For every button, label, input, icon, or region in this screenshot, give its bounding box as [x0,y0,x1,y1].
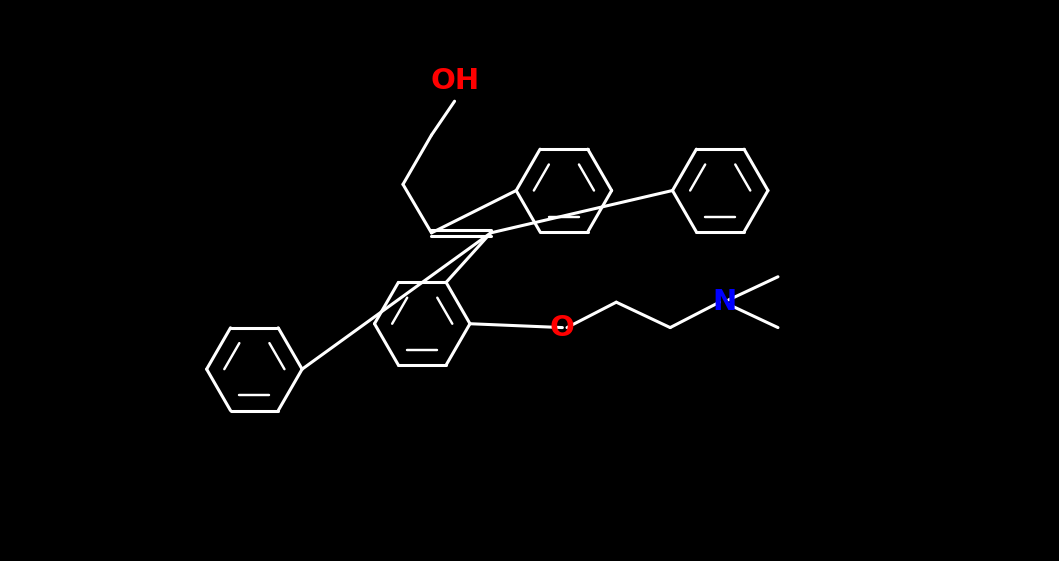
Text: O: O [550,314,575,342]
Text: N: N [712,288,736,316]
Text: OH: OH [430,67,479,95]
